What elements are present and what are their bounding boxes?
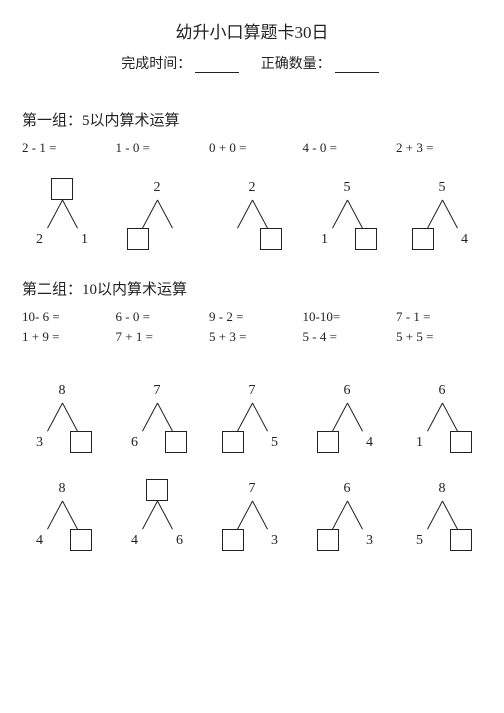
- number-bond: 61: [402, 383, 482, 455]
- top-value: 6: [439, 383, 446, 399]
- number-bond: 54: [402, 180, 482, 252]
- group1-title: 第一组：5以内算术运算: [22, 109, 482, 130]
- group1-trees: 21225154: [22, 180, 482, 252]
- top-value: 8: [59, 481, 66, 497]
- left-value: 3: [36, 435, 43, 451]
- equation: 6 - 0 =: [116, 309, 202, 325]
- top-value: 7: [249, 481, 256, 497]
- answer-box[interactable]: [450, 529, 472, 551]
- right-value: 3: [271, 533, 278, 549]
- number-bond: 46: [117, 481, 197, 553]
- answer-box[interactable]: [51, 178, 73, 200]
- number-bond: 84: [22, 481, 102, 553]
- number-bond: 64: [307, 383, 387, 455]
- equation: 9 - 2 =: [209, 309, 295, 325]
- equation: 5 - 4 =: [303, 329, 389, 345]
- top-value: 8: [59, 383, 66, 399]
- right-value: 1: [81, 232, 88, 248]
- top-value: 8: [439, 481, 446, 497]
- top-value: 5: [344, 180, 351, 196]
- equation: 5 + 5 =: [396, 329, 482, 345]
- correct-blank[interactable]: [335, 59, 379, 73]
- complete-blank[interactable]: [195, 59, 239, 73]
- answer-box[interactable]: [355, 228, 377, 250]
- group2-trees-row1: 8376756461: [22, 383, 482, 455]
- equation: 1 - 0 =: [116, 140, 202, 156]
- equation: 0 + 0 =: [209, 140, 295, 156]
- answer-box[interactable]: [70, 431, 92, 453]
- number-bond: 2: [117, 180, 197, 252]
- answer-box[interactable]: [450, 431, 472, 453]
- correct-label: 正确数量：: [261, 57, 331, 72]
- number-bond: 63: [307, 481, 387, 553]
- equation: 5 + 3 =: [209, 329, 295, 345]
- answer-box[interactable]: [222, 431, 244, 453]
- left-value: 6: [131, 435, 138, 451]
- equation: 1 + 9 =: [22, 329, 108, 345]
- group2-equations-row2: 1 + 9 = 7 + 1 = 5 + 3 = 5 - 4 = 5 + 5 =: [22, 329, 482, 345]
- right-value: 4: [366, 435, 373, 451]
- number-bond: 83: [22, 383, 102, 455]
- number-bond: 76: [117, 383, 197, 455]
- number-bond: 75: [212, 383, 292, 455]
- top-value: 7: [154, 383, 161, 399]
- left-value: 5: [416, 533, 423, 549]
- top-value: 6: [344, 383, 351, 399]
- left-value: 1: [416, 435, 423, 451]
- number-bond: 21: [22, 180, 102, 252]
- answer-box[interactable]: [412, 228, 434, 250]
- answer-box[interactable]: [165, 431, 187, 453]
- left-value: 2: [36, 232, 43, 248]
- group2-trees-row2: 8446736385: [22, 481, 482, 553]
- group1-equations: 2 - 1 = 1 - 0 = 0 + 0 = 4 - 0 = 2 + 3 =: [22, 140, 482, 156]
- answer-box[interactable]: [260, 228, 282, 250]
- right-value: 3: [366, 533, 373, 549]
- equation: 7 - 1 =: [396, 309, 482, 325]
- equation: 4 - 0 =: [303, 140, 389, 156]
- number-bond: 73: [212, 481, 292, 553]
- right-value: 5: [271, 435, 278, 451]
- answer-box[interactable]: [317, 431, 339, 453]
- group2-equations-row1: 10- 6 = 6 - 0 = 9 - 2 = 10-10= 7 - 1 =: [22, 309, 482, 325]
- equation: 7 + 1 =: [116, 329, 202, 345]
- left-value: 4: [131, 533, 138, 549]
- number-bond: 2: [212, 180, 292, 252]
- complete-label: 完成时间：: [121, 57, 191, 72]
- number-bond: 51: [307, 180, 387, 252]
- equation: 2 - 1 =: [22, 140, 108, 156]
- number-bond: 85: [402, 481, 482, 553]
- subline: 完成时间： 正确数量：: [22, 53, 482, 73]
- top-value: 2: [249, 180, 256, 196]
- answer-box[interactable]: [146, 479, 168, 501]
- top-value: 5: [439, 180, 446, 196]
- answer-box[interactable]: [70, 529, 92, 551]
- page-title: 幼升小口算题卡30日: [22, 18, 482, 43]
- equation: 10-10=: [303, 309, 389, 325]
- top-value: 2: [154, 180, 161, 196]
- right-value: 6: [176, 533, 183, 549]
- right-value: 4: [461, 232, 468, 248]
- answer-box[interactable]: [127, 228, 149, 250]
- left-value: 4: [36, 533, 43, 549]
- answer-box[interactable]: [222, 529, 244, 551]
- top-value: 7: [249, 383, 256, 399]
- equation: 2 + 3 =: [396, 140, 482, 156]
- top-value: 6: [344, 481, 351, 497]
- group2-title: 第二组：10以内算术运算: [22, 278, 482, 299]
- answer-box[interactable]: [317, 529, 339, 551]
- equation: 10- 6 =: [22, 309, 108, 325]
- left-value: 1: [321, 232, 328, 248]
